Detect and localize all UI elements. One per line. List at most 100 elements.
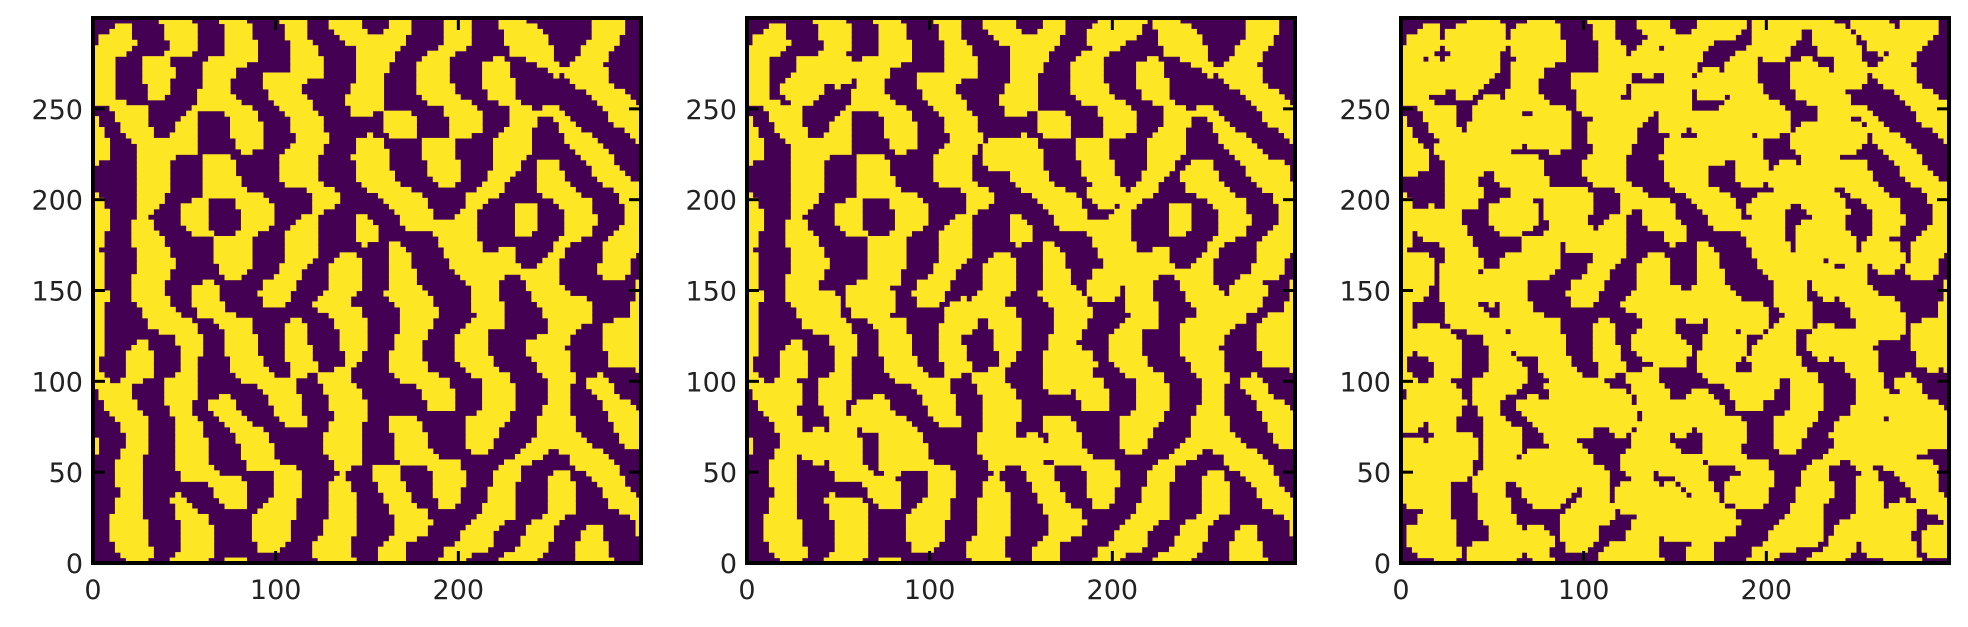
heatmap-cell <box>356 67 390 74</box>
heatmap-cell <box>960 295 967 302</box>
heatmap-cell <box>575 464 620 471</box>
heatmap-cell <box>1570 503 1725 510</box>
heatmap-cell <box>328 492 357 499</box>
heatmap-cell <box>1598 557 1665 564</box>
heatmap-cell <box>399 306 439 313</box>
heatmap-cell <box>818 28 852 35</box>
heatmap-cell <box>1103 257 1170 264</box>
heatmap-cell <box>564 219 598 226</box>
heatmap-cell <box>1401 61 1501 68</box>
heatmap-cell <box>1751 366 1808 373</box>
heatmap-cell <box>966 203 989 210</box>
heatmap-cell <box>1053 317 1088 324</box>
heatmap-cell <box>202 165 237 172</box>
heatmap-cell <box>103 404 138 411</box>
heatmap-cell <box>1190 361 1225 368</box>
heatmap-cell <box>383 110 412 117</box>
heatmap-cell <box>125 350 154 357</box>
heatmap-cell <box>383 290 428 297</box>
heatmap-cell <box>763 535 803 542</box>
heatmap-cell <box>1125 519 1159 526</box>
heatmap-cell <box>834 470 874 477</box>
heatmap-cell <box>1620 464 1709 471</box>
heatmap-cell <box>747 339 759 346</box>
heatmap-cell <box>1598 225 1627 232</box>
heatmap-cell <box>1053 219 1132 226</box>
heatmap-cell <box>1631 437 1671 444</box>
heatmap-cell <box>1932 214 1950 221</box>
heatmap-cell <box>768 470 797 477</box>
heatmap-cell <box>1620 301 1764 308</box>
heatmap-cell <box>1751 345 1797 352</box>
heatmap-cell <box>851 94 891 101</box>
heatmap-cell <box>1855 323 1906 330</box>
heatmap-cell <box>1152 18 1181 25</box>
heatmap-cell <box>613 186 642 193</box>
heatmap-cell <box>312 203 335 210</box>
heatmap-cell <box>1042 377 1104 384</box>
heatmap-cell <box>432 481 467 488</box>
heatmap-cell <box>93 230 105 237</box>
heatmap-cell <box>175 552 215 559</box>
heatmap-cell <box>1927 192 1950 199</box>
heatmap-cell <box>476 312 505 319</box>
heatmap-cell <box>136 252 171 259</box>
heatmap-cell <box>416 383 450 390</box>
heatmap-cell <box>747 323 759 330</box>
heatmap-cell <box>1212 203 1247 210</box>
heatmap-cell <box>1086 186 1126 193</box>
heatmap-cell <box>1179 345 1219 352</box>
heatmap-cell <box>1428 56 1440 63</box>
heatmap-cell <box>1724 383 1780 390</box>
heatmap-cell <box>1401 437 1424 444</box>
heatmap-cell <box>1707 323 1769 330</box>
heatmap-cell <box>394 372 439 379</box>
heatmap-cell <box>933 105 967 112</box>
heatmap-cell <box>1905 263 1939 270</box>
heatmap-cell <box>1179 56 1208 63</box>
heatmap-cell <box>427 464 461 471</box>
heatmap-cell <box>454 334 489 341</box>
heatmap-cell <box>93 219 111 226</box>
heatmap-cell <box>829 121 852 128</box>
heatmap-cell <box>1075 137 1110 144</box>
x-tick-label: 100 <box>1558 575 1610 606</box>
heatmap-cell <box>856 77 885 84</box>
heatmap-cell <box>856 186 902 193</box>
x-tick-label: 200 <box>1087 575 1139 606</box>
heatmap-cell <box>1483 459 1594 466</box>
heatmap-cell <box>1499 257 1561 264</box>
heatmap-cell <box>1262 497 1296 504</box>
heatmap-cell <box>1516 350 1566 357</box>
heatmap-cell <box>1174 541 1203 548</box>
heatmap-cell <box>1806 464 1830 471</box>
heatmap-cell <box>416 77 450 84</box>
heatmap-cell <box>98 394 132 401</box>
heatmap-cell <box>93 312 105 319</box>
heatmap-cell <box>966 546 1006 553</box>
heatmap-cell <box>93 116 100 123</box>
heatmap-cell <box>1401 312 1413 319</box>
heatmap-cell <box>175 503 193 510</box>
heatmap-cell <box>1680 481 1714 488</box>
heatmap-cell <box>591 170 626 177</box>
heatmap-cell <box>1675 475 1709 482</box>
heatmap-cell <box>1401 497 1451 504</box>
heatmap-cell <box>531 519 560 526</box>
heatmap-cell <box>790 72 891 79</box>
heatmap-cell <box>613 121 642 128</box>
heatmap-cell <box>1125 372 1165 379</box>
heatmap-cell <box>1053 459 1115 466</box>
heatmap-cell <box>1086 192 1154 199</box>
heatmap-cell <box>1866 45 1923 52</box>
heatmap-cell <box>1773 301 1813 308</box>
heatmap-cell <box>180 519 209 526</box>
heatmap-cell <box>878 557 902 564</box>
heatmap-cell <box>1401 464 1473 471</box>
heatmap-cell <box>399 459 461 466</box>
heatmap-cell <box>1439 290 1528 297</box>
heatmap-cell <box>520 535 554 542</box>
heatmap-cell <box>1773 295 1808 302</box>
heatmap-cell <box>790 246 825 253</box>
heatmap-cell <box>1691 285 1731 292</box>
